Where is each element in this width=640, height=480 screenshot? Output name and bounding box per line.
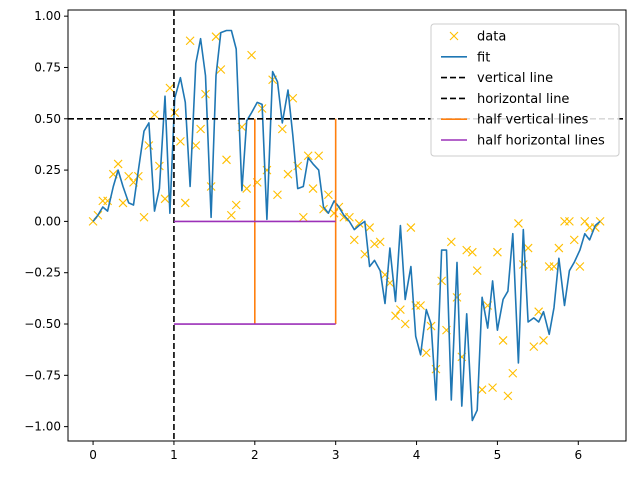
x-tick-label: 1 bbox=[170, 448, 178, 462]
data-point bbox=[319, 204, 328, 214]
data-point bbox=[452, 292, 462, 302]
data-point bbox=[391, 311, 400, 321]
legend-label: fit bbox=[477, 50, 490, 65]
data-point bbox=[118, 198, 128, 208]
data-point bbox=[395, 305, 405, 315]
data-point bbox=[165, 83, 175, 93]
legend-label: half horizontal lines bbox=[477, 134, 605, 149]
data-point bbox=[493, 247, 502, 257]
legend-label: horizontal line bbox=[477, 92, 569, 107]
legend-box bbox=[430, 23, 620, 157]
y-tick-label: 0.00 bbox=[34, 214, 61, 228]
data-point bbox=[124, 171, 134, 181]
data-point bbox=[247, 50, 256, 60]
data-point bbox=[185, 36, 195, 46]
data-point bbox=[503, 391, 513, 401]
y-tick-label: 0.25 bbox=[34, 163, 61, 177]
data-point bbox=[324, 190, 333, 200]
data-point bbox=[534, 307, 544, 317]
legend: data fit vertical line horizontal line half … bbox=[430, 23, 620, 157]
data-point bbox=[211, 32, 221, 42]
data-point bbox=[549, 262, 559, 271]
data-point bbox=[191, 141, 201, 150]
data-point bbox=[226, 210, 236, 220]
data-point bbox=[477, 385, 487, 395]
data-point bbox=[400, 319, 410, 329]
data-point bbox=[370, 239, 379, 249]
data-point bbox=[144, 141, 154, 150]
data-point bbox=[303, 151, 313, 161]
data-point bbox=[273, 190, 282, 200]
axes-frame bbox=[67, 9, 627, 442]
legend-marker-data bbox=[449, 31, 459, 41]
data-point bbox=[345, 212, 354, 222]
data-point bbox=[329, 208, 339, 218]
data-point bbox=[421, 348, 431, 358]
data-point bbox=[133, 171, 143, 181]
data-point bbox=[437, 276, 447, 286]
y-tick-label: −1.00 bbox=[24, 420, 61, 434]
data-point bbox=[514, 219, 523, 228]
data-point bbox=[206, 182, 216, 191]
data-point bbox=[349, 235, 359, 245]
data-point bbox=[308, 184, 318, 193]
data-point bbox=[180, 198, 190, 208]
data-point bbox=[569, 235, 579, 245]
data-point bbox=[222, 155, 231, 165]
x-tick-label: 2 bbox=[251, 448, 259, 462]
x-tick-label: 6 bbox=[574, 448, 582, 462]
data-point bbox=[283, 169, 293, 179]
data-point bbox=[176, 136, 185, 146]
data-point bbox=[529, 342, 539, 351]
data-point bbox=[196, 124, 206, 134]
data-point bbox=[365, 223, 375, 232]
data-point bbox=[406, 223, 416, 232]
data-point bbox=[216, 65, 226, 74]
data-point bbox=[580, 217, 590, 226]
data-point bbox=[472, 266, 482, 276]
data-point bbox=[242, 184, 252, 193]
data-point bbox=[314, 151, 324, 161]
x-tick-label: 3 bbox=[332, 448, 340, 462]
data-point bbox=[354, 219, 364, 228]
fit-line bbox=[92, 29, 601, 422]
legend-label: half vertical lines bbox=[477, 113, 589, 128]
data-point bbox=[523, 243, 533, 253]
y-tick-label: −0.75 bbox=[24, 368, 61, 382]
y-tick-label: −0.25 bbox=[24, 266, 61, 280]
data-point bbox=[554, 243, 564, 253]
x-tick-label: 5 bbox=[494, 448, 502, 462]
data-point bbox=[288, 93, 298, 103]
y-tick-label: 0.50 bbox=[34, 112, 61, 126]
legend-label: vertical line bbox=[477, 71, 553, 86]
data-point bbox=[575, 262, 585, 271]
axes: 0 1 2 3 4 5 6 1.00 0.75 0.50 0.25 0.00 −0.25 −0.50 −0.… bbox=[24, 9, 627, 462]
data-point bbox=[160, 194, 170, 204]
data-point bbox=[539, 336, 548, 345]
data-point bbox=[231, 200, 241, 210]
data-point bbox=[467, 247, 477, 257]
data-point bbox=[375, 237, 385, 247]
legend-label: data bbox=[477, 30, 506, 45]
data-point bbox=[462, 245, 472, 255]
y-tick-label: 1.00 bbox=[34, 9, 61, 23]
x-tick-label: 4 bbox=[413, 448, 421, 462]
data-point bbox=[416, 301, 425, 310]
data-point bbox=[150, 110, 159, 120]
data-point bbox=[154, 161, 164, 171]
data-point bbox=[488, 383, 497, 393]
data-point bbox=[498, 336, 508, 345]
data-point bbox=[113, 159, 123, 169]
data-point bbox=[298, 212, 308, 222]
data-point bbox=[565, 217, 574, 226]
data-point bbox=[139, 212, 149, 222]
y-tick-label: 0.75 bbox=[34, 60, 61, 74]
data-point bbox=[277, 124, 287, 134]
data-point bbox=[446, 237, 456, 247]
x-tick-label: 0 bbox=[89, 448, 97, 462]
y-tick-label: −0.50 bbox=[24, 317, 61, 331]
data-point bbox=[508, 368, 518, 378]
